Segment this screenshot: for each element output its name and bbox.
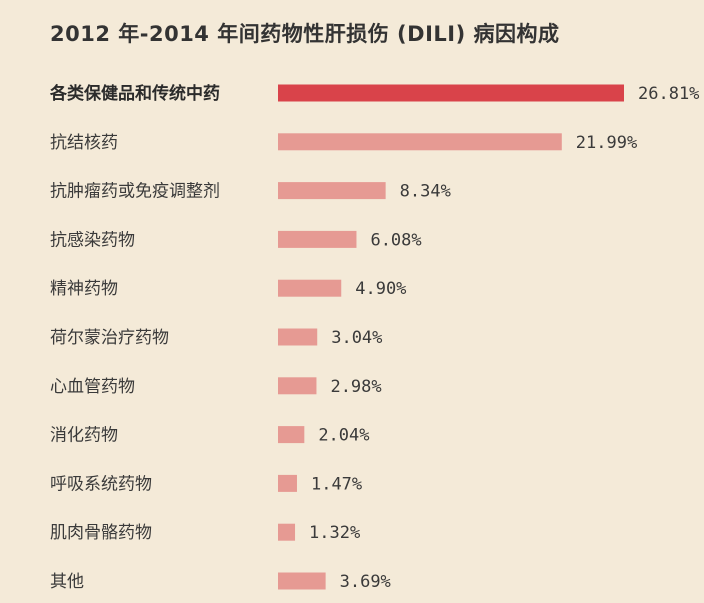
category-label: 抗肿瘤药或免疫调整剂 <box>50 182 220 202</box>
category-label: 各类保健品和传统中药 <box>49 83 220 104</box>
bar <box>278 523 296 541</box>
bar <box>278 426 305 444</box>
bar <box>278 133 562 151</box>
value-label: 21.99% <box>576 133 637 153</box>
value-label: 2.98% <box>330 377 381 397</box>
category-label: 其他 <box>50 572 84 592</box>
category-label: 心血管药物 <box>50 377 135 397</box>
value-label: 8.34% <box>400 182 451 202</box>
category-label: 抗结核药 <box>50 133 118 153</box>
category-label: 抗感染药物 <box>50 230 135 250</box>
value-label: 3.04% <box>331 328 382 348</box>
category-label: 精神药物 <box>50 279 118 299</box>
value-label: 6.08% <box>370 230 421 250</box>
category-label: 肌肉骨骼药物 <box>50 523 152 543</box>
bar <box>278 182 386 200</box>
category-label: 消化药物 <box>50 426 118 446</box>
value-label: 1.32% <box>309 523 360 543</box>
bar <box>278 572 326 590</box>
bar <box>278 474 297 492</box>
bar <box>278 84 624 102</box>
value-label: 4.90% <box>355 279 406 299</box>
value-label: 2.04% <box>318 426 369 446</box>
chart-title: 2012 年-2014 年间药物性肝损伤 (DILI) 病因构成 <box>50 22 560 46</box>
bar <box>278 328 318 346</box>
value-label: 1.47% <box>311 474 362 494</box>
category-label: 荷尔蒙治疗药物 <box>50 328 169 348</box>
bar <box>278 377 317 395</box>
bar <box>278 279 342 297</box>
value-label: 3.69% <box>340 572 391 592</box>
bar <box>278 230 357 248</box>
value-label: 26.81% <box>638 84 699 104</box>
category-label: 呼吸系统药物 <box>50 474 152 494</box>
